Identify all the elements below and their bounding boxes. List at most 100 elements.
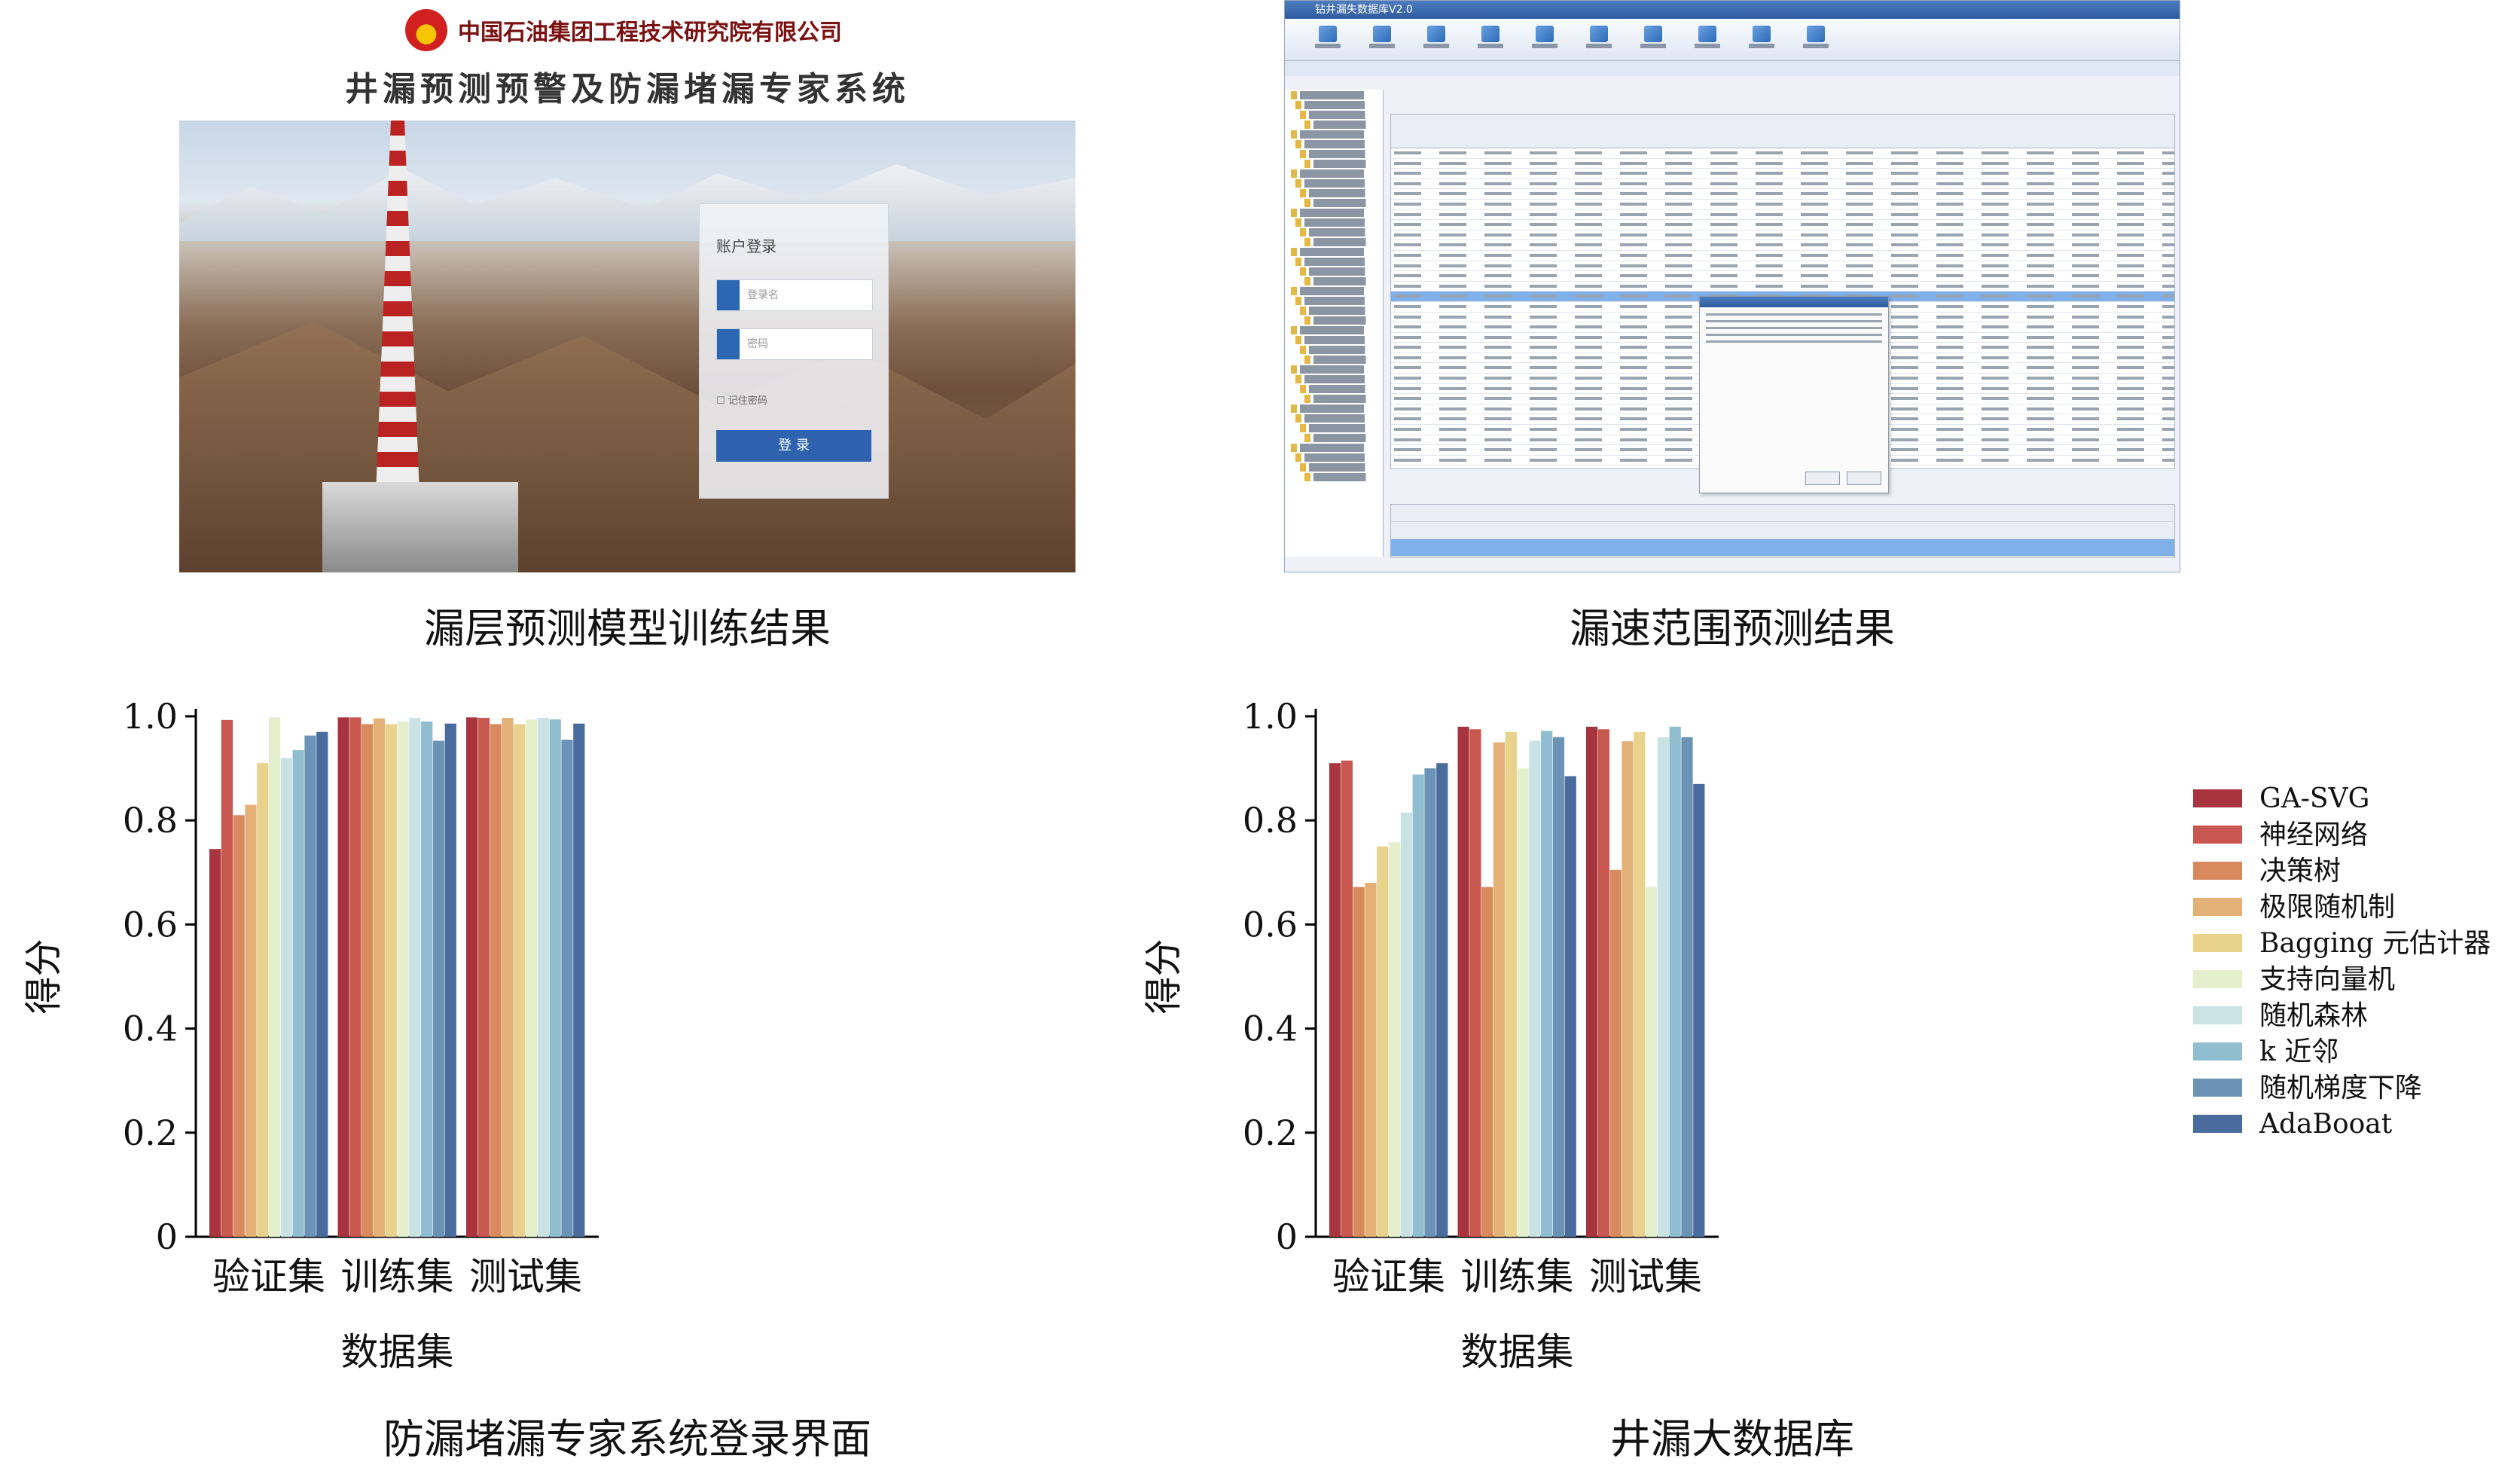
login-screen-screenshot: 中国石油集团工程技术研究院有限公司 井漏预测预警及防漏堵漏专家系统 账户登录 登… (179, 0, 1075, 572)
tree-item[interactable] (1300, 307, 1377, 315)
legend-swatch (2193, 826, 2242, 844)
login-card-title: 账户登录 (716, 237, 776, 255)
tree-item[interactable] (1295, 218, 1377, 227)
dialog-cancel-button[interactable] (1847, 472, 1881, 485)
tree-item[interactable] (1291, 287, 1377, 295)
tree-item[interactable] (1300, 385, 1377, 393)
table-row[interactable] (1391, 189, 2174, 200)
tree-item[interactable] (1300, 111, 1377, 119)
tree-item[interactable] (1300, 228, 1377, 237)
toolbar-button[interactable] (1749, 25, 1774, 54)
tree-item[interactable] (1295, 297, 1377, 305)
login-button[interactable]: 登 录 (716, 430, 871, 462)
bar (1646, 887, 1658, 1237)
x-tick-label: 测试集 (1589, 1255, 1702, 1299)
bar (1634, 731, 1646, 1237)
snow-mountains (179, 164, 1075, 241)
tree-item[interactable] (1291, 326, 1377, 334)
toolbar-button[interactable] (1586, 25, 1612, 54)
tree-item[interactable] (1304, 395, 1377, 403)
y-tick-label: 0.4 (1243, 1009, 1298, 1049)
tree-item[interactable] (1291, 444, 1377, 452)
tree-item[interactable] (1304, 473, 1377, 481)
toolbar-button[interactable] (1640, 25, 1666, 54)
table-row[interactable] (1391, 261, 2174, 272)
tree-item[interactable] (1291, 209, 1377, 217)
bar (409, 718, 421, 1237)
y-axis-label: 得分 (22, 939, 66, 1015)
legend-swatch (2193, 970, 2242, 988)
tree-item[interactable] (1295, 375, 1377, 383)
toolbar-button[interactable] (1369, 25, 1395, 54)
table-row[interactable] (1391, 230, 2174, 241)
bar (432, 740, 445, 1237)
dialog-ok-button[interactable] (1805, 472, 1840, 485)
table-row[interactable] (1391, 281, 2174, 292)
bar (1341, 760, 1353, 1237)
tree-item[interactable] (1300, 424, 1377, 432)
tree-item[interactable] (1304, 356, 1377, 364)
tree-item[interactable] (1291, 404, 1377, 413)
bar (1622, 741, 1634, 1237)
password-input[interactable]: 密码 (716, 328, 873, 360)
bar (337, 717, 349, 1237)
toolbar-button[interactable] (1695, 25, 1720, 54)
table-row[interactable] (1391, 179, 2174, 190)
tree-item[interactable] (1291, 248, 1377, 256)
toolbar-button[interactable] (1532, 25, 1557, 54)
tree-item[interactable] (1291, 365, 1377, 374)
tree-item[interactable] (1304, 238, 1377, 246)
bar (549, 719, 561, 1237)
table-row[interactable] (1391, 220, 2174, 230)
bar (1693, 783, 1705, 1237)
tree-item[interactable] (1295, 453, 1377, 462)
bar (362, 724, 374, 1237)
legend-label: 随机森林 (2259, 1000, 2368, 1031)
toolbar-button[interactable] (1478, 25, 1503, 54)
username-input[interactable]: 登录名 (716, 279, 873, 311)
caption-top-left: 漏层预测模型训练结果 (424, 605, 831, 652)
tree-item[interactable] (1304, 160, 1377, 168)
toolbar-button[interactable] (1315, 25, 1341, 54)
bar (1353, 887, 1365, 1237)
table-row[interactable] (1391, 240, 2174, 251)
tree-item[interactable] (1300, 150, 1377, 158)
tree-item[interactable] (1291, 169, 1377, 178)
table-row[interactable] (1391, 209, 2174, 221)
db-tree-view[interactable] (1285, 90, 1384, 557)
table-row[interactable] (1391, 148, 2174, 159)
tree-item[interactable] (1300, 463, 1377, 472)
toolbar-button[interactable] (1423, 25, 1449, 54)
bar (1681, 737, 1693, 1237)
tree-item[interactable] (1295, 258, 1377, 266)
oilfield-background: 账户登录 登录名 密码 ☐ 记住密码 登 录 (179, 121, 1075, 572)
table-row[interactable] (1391, 199, 2174, 210)
tree-item[interactable] (1304, 199, 1377, 207)
database-screen-screenshot: 钻井漏失数据库V2.0 (1284, 0, 2180, 572)
x-tick-label: 验证集 (1332, 1255, 1445, 1299)
remember-checkbox[interactable]: ☐ 记住密码 (716, 395, 767, 407)
table-row[interactable] (1391, 250, 2174, 261)
tree-item[interactable] (1295, 336, 1377, 344)
bar (1436, 763, 1448, 1237)
tree-item[interactable] (1291, 91, 1377, 99)
tree-item[interactable] (1300, 267, 1377, 276)
lock-icon (717, 329, 740, 359)
bar (444, 723, 456, 1237)
tree-item[interactable] (1304, 316, 1377, 325)
table-row[interactable] (1391, 158, 2174, 169)
tree-item[interactable] (1304, 277, 1377, 285)
tree-item[interactable] (1300, 346, 1377, 354)
tree-item[interactable] (1295, 414, 1377, 423)
tree-item[interactable] (1295, 101, 1377, 109)
table-row[interactable] (1391, 169, 2174, 179)
tree-item[interactable] (1295, 140, 1377, 148)
table-row[interactable] (1391, 271, 2174, 282)
y-tick-label: 0.4 (123, 1009, 178, 1049)
tree-item[interactable] (1295, 179, 1377, 188)
tree-item[interactable] (1304, 434, 1377, 442)
toolbar-button[interactable] (1803, 25, 1829, 54)
tree-item[interactable] (1300, 189, 1377, 197)
tree-item[interactable] (1291, 130, 1377, 139)
tree-item[interactable] (1304, 121, 1377, 129)
